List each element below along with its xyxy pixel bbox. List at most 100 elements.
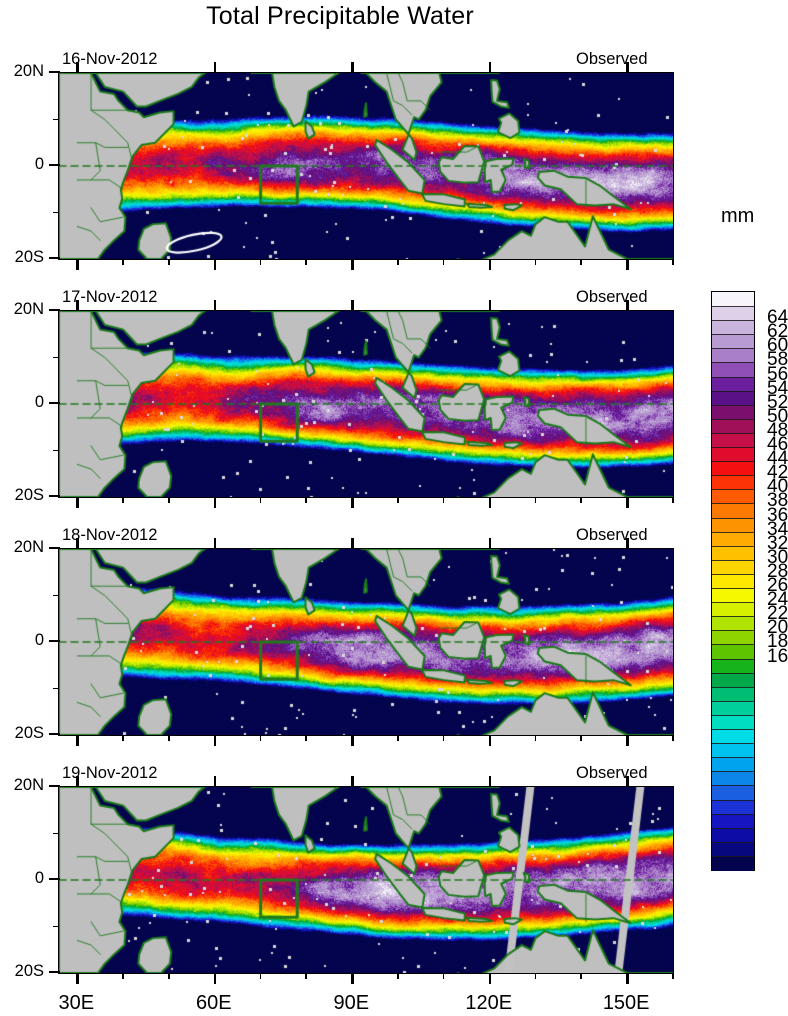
colorbar-tick-label-14: 36 — [767, 504, 788, 526]
colorbar-tick-label-19: 26 — [767, 575, 788, 597]
colorbar-band-22 — [712, 602, 754, 617]
colorbar-divider — [712, 813, 754, 815]
y-axis-major-tick — [49, 785, 60, 788]
colorbar-band-25 — [712, 644, 754, 660]
y-axis-major-tick — [49, 164, 60, 167]
y-axis-label-4-0: 20N — [13, 776, 44, 794]
x-axis-major-tick — [351, 735, 354, 746]
page-title: Total Precipitable Water — [206, 2, 474, 30]
colorbar-divider — [712, 559, 754, 561]
colorbar[interactable] — [711, 291, 755, 871]
x-axis-major-tick-top — [351, 538, 354, 549]
y-axis-major-tick — [49, 640, 60, 643]
x-axis-major-tick-top — [213, 300, 217, 311]
colorbar-divider — [712, 630, 754, 632]
x-axis-major-tick — [351, 497, 354, 508]
colorbar-tick-label-21: 22 — [767, 603, 788, 625]
colorbar-divider — [712, 334, 754, 336]
colorbar-band-3 — [712, 334, 754, 349]
colorbar-band-23 — [712, 616, 754, 631]
y-axis-label-1-1: 0 — [34, 155, 44, 173]
x-axis-minor-tick — [305, 259, 308, 265]
colorbar-divider — [712, 729, 754, 731]
colorbar-band-26 — [712, 658, 754, 674]
colorbar-tick-label-18: 28 — [767, 560, 788, 582]
colorbar-tick-label-16: 32 — [767, 532, 788, 554]
map-plot-area-1[interactable] — [58, 72, 674, 260]
colorbar-tick-label-0: 64 — [767, 307, 788, 329]
colorbar-band-16 — [712, 517, 754, 533]
tpw-field-canvas-4 — [59, 787, 673, 973]
y-axis-major-tick — [49, 547, 60, 550]
panel-date-1: 16-Nov-2012 — [62, 50, 158, 68]
x-axis-major-tick-top — [76, 538, 79, 549]
x-axis-minor-tick — [534, 973, 537, 979]
colorbar-band-19 — [712, 559, 754, 575]
colorbar-band-39 — [712, 841, 754, 857]
colorbar-divider — [712, 573, 754, 575]
colorbar-band-33 — [712, 757, 754, 772]
y-axis-label-3-1: 0 — [34, 631, 44, 649]
map-plot-area-3[interactable] — [58, 548, 674, 736]
x-axis-minor-tick — [305, 735, 308, 741]
colorbar-band-1 — [712, 306, 754, 321]
colorbar-divider — [712, 757, 754, 759]
colorbar-tick-label-1: 62 — [767, 321, 788, 343]
x-axis-minor-tick — [672, 735, 674, 741]
x-axis-minor-tick — [580, 973, 582, 979]
colorbar-band-17 — [712, 531, 754, 547]
x-axis-minor-tick — [397, 259, 399, 265]
map-plot-area-2[interactable] — [58, 310, 674, 498]
colorbar-band-15 — [712, 503, 754, 519]
colorbar-band-38 — [712, 827, 754, 843]
colorbar-band-13 — [712, 475, 754, 490]
colorbar-band-9 — [712, 418, 754, 434]
x-axis-minor-tick — [397, 497, 399, 503]
y-axis-label-2-0: 20N — [13, 300, 44, 318]
colorbar-tick-label-6: 52 — [767, 391, 788, 413]
colorbar-band-6 — [712, 376, 754, 392]
colorbar-band-12 — [712, 461, 754, 476]
x-axis-minor-tick — [442, 259, 445, 265]
colorbar-band-10 — [712, 432, 754, 448]
colorbar-divider — [712, 517, 754, 519]
y-axis-minor-tick — [53, 211, 59, 214]
colorbar-band-11 — [712, 447, 754, 462]
x-axis-minor-tick — [122, 735, 124, 741]
y-axis-major-tick — [49, 257, 60, 260]
x-axis-minor-tick — [122, 259, 124, 265]
x-axis-major-tick — [76, 497, 79, 508]
y-axis-label-4-2: 20S — [14, 962, 44, 980]
colorbar-band-35 — [712, 785, 754, 801]
x-axis-major-tick — [626, 497, 629, 508]
y-axis-minor-tick — [53, 687, 59, 690]
colorbar-divider — [712, 545, 754, 547]
x-axis-major-tick-top — [488, 776, 492, 787]
x-axis-major-tick-top — [76, 300, 79, 311]
y-axis-minor-tick — [53, 118, 59, 121]
x-axis-major-tick-top — [626, 538, 629, 549]
x-axis-minor-tick — [167, 973, 170, 979]
panel-date-2: 17-Nov-2012 — [62, 288, 158, 306]
x-axis-minor-tick — [259, 973, 262, 979]
colorbar-band-14 — [712, 489, 754, 505]
x-axis-major-tick-top — [488, 62, 492, 73]
x-axis-major-tick-top — [351, 300, 354, 311]
colorbar-tick-label-8: 48 — [767, 419, 788, 441]
x-axis-major-tick — [213, 973, 217, 984]
x-axis-major-tick — [351, 973, 354, 984]
x-axis-minor-tick — [580, 259, 582, 265]
x-axis-major-tick — [76, 735, 79, 746]
x-axis-minor-tick — [442, 735, 445, 741]
colorbar-tick-label-5: 54 — [767, 377, 788, 399]
colorbar-tick-label-17: 30 — [767, 546, 788, 568]
panel-tag-3: Observed — [576, 526, 648, 544]
colorbar-tick-label-24: 16 — [767, 645, 788, 667]
colorbar-divider — [712, 588, 754, 590]
colorbar-tick-label-23: 18 — [767, 631, 788, 653]
colorbar-divider — [712, 771, 754, 773]
colorbar-tick-label-15: 34 — [767, 518, 788, 540]
colorbar-band-32 — [712, 743, 754, 758]
map-plot-area-4[interactable] — [58, 786, 674, 974]
